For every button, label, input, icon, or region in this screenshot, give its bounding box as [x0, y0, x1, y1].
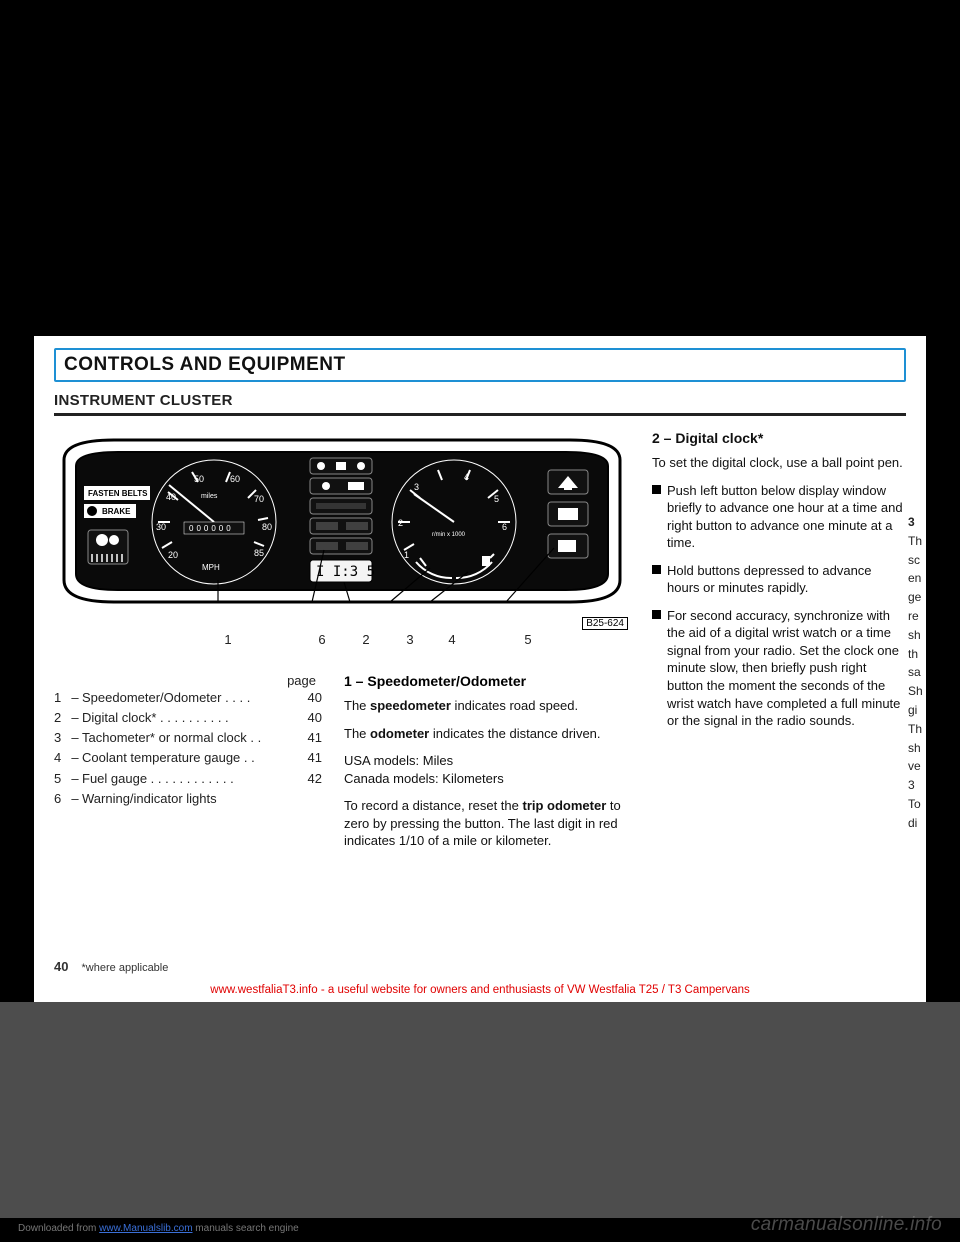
svg-text:FASTEN BELTS: FASTEN BELTS: [88, 489, 148, 498]
digital-clock-section: 2 – Digital clock* To set the digital cl…: [648, 430, 904, 860]
toc-num: 2: [54, 708, 68, 728]
site-watermark: carmanualsonline.info: [751, 1214, 942, 1236]
callout-3: 3: [400, 632, 420, 647]
clock-display: I I:3 5: [316, 564, 375, 580]
clock-bullet-3: For second accuracy, synchronize with th…: [652, 607, 904, 730]
clock-intro: To set the digital clock, use a ball poi…: [652, 454, 904, 472]
toc-row: 2–Digital clock* . . . . . . . . . .40: [54, 708, 322, 728]
warning-light-stack: [310, 458, 372, 554]
next-page-sliver: 3 ThscengereshthsaShgiThshve3Todi: [908, 388, 926, 948]
svg-text:MPH: MPH: [202, 563, 220, 572]
toc-page: [296, 789, 322, 809]
toc-label: Warning/indicator lights: [82, 789, 296, 809]
svg-text:80: 80: [262, 522, 272, 532]
toc-row: 1–Speedometer/Odometer . . . .40: [54, 688, 322, 708]
toc-num: 3: [54, 728, 68, 748]
svg-text:5: 5: [494, 494, 499, 504]
toc-row: 5–Fuel gauge . . . . . . . . . . . .42: [54, 769, 322, 789]
manual-page: CONTROLS AND EQUIPMENT INSTRUMENT CLUSTE…: [34, 336, 926, 1002]
svg-text:BRAKE: BRAKE: [102, 507, 131, 516]
website-banner: www.westfaliaT3.info - a useful website …: [34, 984, 926, 996]
svg-text:40: 40: [166, 492, 176, 502]
speedo-heading: 1 – Speedometer/Odometer: [344, 673, 624, 689]
clock-bullet-1: Push left button below display window br…: [652, 482, 904, 552]
page-footer: 40 *where applicable: [54, 959, 168, 974]
svg-text:85: 85: [254, 548, 264, 558]
svg-text:70: 70: [254, 494, 264, 504]
svg-text:000000: 000000: [189, 524, 234, 533]
toc-num: 6: [54, 789, 68, 809]
divider: [54, 413, 906, 416]
usa-line: USA models: Miles: [344, 752, 624, 770]
speedo-miles: miles: [201, 493, 218, 500]
toc-label: Coolant temperature gauge . .: [82, 748, 296, 768]
footnote: *where applicable: [82, 962, 169, 974]
speedometer-section: 1 – Speedometer/Odometer The speedometer…: [344, 673, 624, 860]
svg-text:30: 30: [156, 522, 166, 532]
svg-text:2: 2: [398, 518, 403, 528]
toc: page 1–Speedometer/Odometer . . . .402–D…: [54, 673, 322, 860]
callout-2: 2: [356, 632, 376, 647]
svg-text:4: 4: [464, 472, 469, 482]
toc-row: 6–Warning/indicator lights: [54, 789, 322, 809]
instrument-cluster-illustration: 20 30 40 50 60 70 80 85 miles 000000 MPH: [54, 430, 630, 630]
square-bullet-icon: [652, 610, 661, 619]
toc-head: page: [54, 673, 322, 688]
toc-num: 5: [54, 769, 68, 789]
section-title: CONTROLS AND EQUIPMENT: [64, 354, 896, 376]
toc-page: 40: [296, 708, 322, 728]
svg-text:r/min x 1000: r/min x 1000: [432, 532, 466, 538]
callout-1: 1: [218, 632, 238, 647]
lower-gray-band: [0, 1002, 960, 1218]
callout-5: 5: [518, 632, 538, 647]
callout-4: 4: [442, 632, 462, 647]
left-column: 20 30 40 50 60 70 80 85 miles 000000 MPH: [54, 430, 630, 860]
toc-page: 42: [296, 769, 322, 789]
toc-row: 4–Coolant temperature gauge . .41: [54, 748, 322, 768]
svg-text:3: 3: [414, 482, 419, 492]
page-number: 40: [54, 959, 68, 974]
figure-code: B25-624: [582, 617, 628, 630]
callout-6: 6: [312, 632, 332, 647]
square-bullet-icon: [652, 485, 661, 494]
svg-text:60: 60: [230, 474, 240, 484]
toc-page: 40: [296, 688, 322, 708]
cluster-figure: 20 30 40 50 60 70 80 85 miles 000000 MPH: [54, 430, 630, 647]
toc-label: Digital clock* . . . . . . . . . .: [82, 708, 296, 728]
callout-row: 1 6 2 3 4 5: [54, 632, 630, 647]
svg-text:6: 6: [502, 522, 507, 532]
square-bullet-icon: [652, 565, 661, 574]
toc-page: 41: [296, 728, 322, 748]
toc-page: 41: [296, 748, 322, 768]
toc-label: Tachometer* or normal clock . .: [82, 728, 296, 748]
toc-row: 3–Tachometer* or normal clock . .41: [54, 728, 322, 748]
download-attribution: Downloaded from www.Manualslib.com manua…: [18, 1223, 299, 1234]
toc-num: 1: [54, 688, 68, 708]
toc-label: Speedometer/Odometer . . . .: [82, 688, 296, 708]
toc-num: 4: [54, 748, 68, 768]
clock-bullet-2: Hold buttons depressed to advance hours …: [652, 562, 904, 597]
manualslib-link[interactable]: www.Manualslib.com: [99, 1223, 192, 1234]
toc-label: Fuel gauge . . . . . . . . . . . .: [82, 769, 296, 789]
section-title-box: CONTROLS AND EQUIPMENT: [54, 348, 906, 382]
section-subtitle: INSTRUMENT CLUSTER: [54, 392, 906, 409]
canada-line: Canada models: Kilometers: [344, 770, 624, 788]
content-columns: 20 30 40 50 60 70 80 85 miles 000000 MPH: [54, 430, 906, 860]
svg-text:50: 50: [194, 474, 204, 484]
svg-text:20: 20: [168, 550, 178, 560]
clock-heading: 2 – Digital clock*: [652, 430, 904, 446]
svg-text:1: 1: [404, 550, 409, 560]
